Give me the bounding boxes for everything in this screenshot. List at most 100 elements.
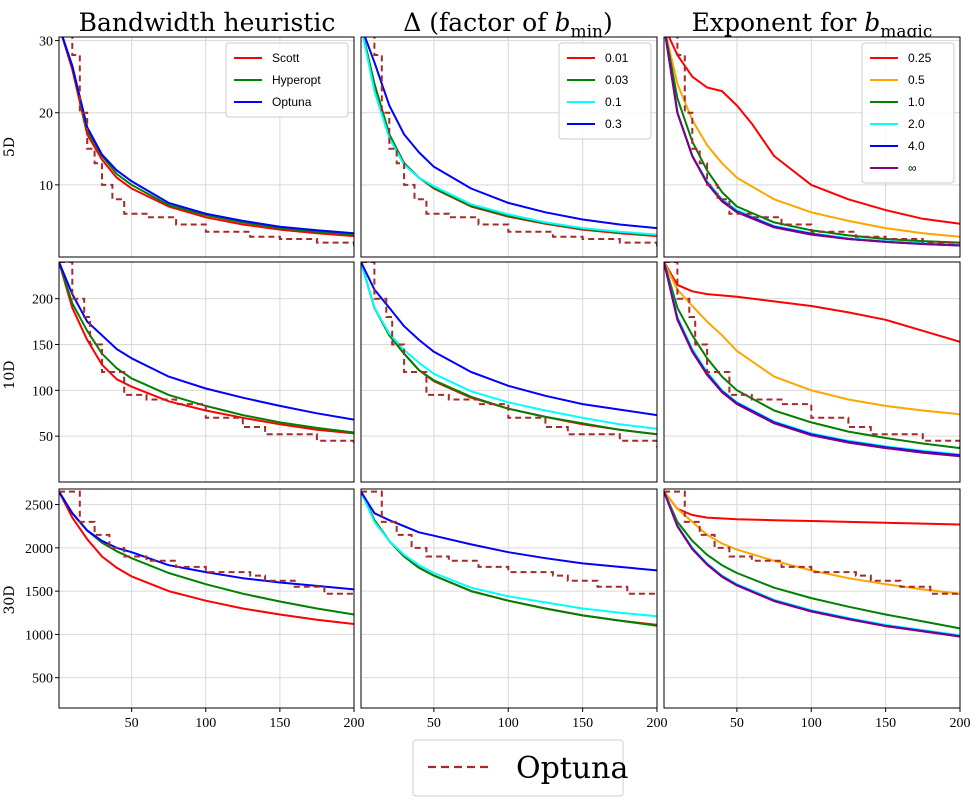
series-group <box>361 490 657 627</box>
reference-line-optuna <box>59 490 354 595</box>
series-line-0.1 <box>361 262 657 430</box>
series-line-0.25 <box>667 37 960 225</box>
reference-line-optuna <box>664 262 960 448</box>
bottom-legend: Optuna <box>412 739 628 797</box>
legend-label-4.0: 4.0 <box>908 139 925 153</box>
reference-line-optuna <box>361 490 657 595</box>
x-tick-label: 200 <box>950 716 971 731</box>
y-tick-label: 2000 <box>25 542 53 557</box>
series-group <box>59 262 354 448</box>
x-tick-label: 150 <box>269 716 290 731</box>
series-line-Scott <box>59 262 354 435</box>
panel-0-2: 500 1000 1500 2000 2500 50 100 150 200 <box>25 488 365 731</box>
legend-label-Optuna: Optuna <box>272 95 312 109</box>
legend-label-0.1: 0.1 <box>605 95 622 109</box>
series-line-∞ <box>664 491 960 638</box>
series-line-1.0 <box>664 491 960 630</box>
panel-frame <box>58 261 355 483</box>
y-tick-label: 500 <box>32 672 53 687</box>
series-line-0.3 <box>363 37 657 230</box>
column-title-bandwidth: Bandwidth heuristic <box>79 8 336 37</box>
series-line-Hyperopt <box>59 262 354 434</box>
series-line-0.5 <box>664 490 960 595</box>
panel-0-0: 10 20 30 Scott Hyperopt Optuna <box>39 35 355 258</box>
legend-label-0.03: 0.03 <box>605 73 629 87</box>
panel-0-1: 50 100 150 200 <box>32 261 355 483</box>
panel-frame <box>663 488 961 709</box>
panel-1-1 <box>360 261 658 483</box>
legend-label-0.3: 0.3 <box>605 117 622 131</box>
bottom-legend-box <box>412 739 624 797</box>
y-tick-label: 100 <box>32 384 53 399</box>
series-group <box>664 490 960 638</box>
row-label-30d: 30D <box>2 585 18 614</box>
series-line-0.1 <box>361 491 657 618</box>
series-line-1.0 <box>664 262 960 450</box>
series-group <box>361 262 657 448</box>
y-tick-label: 50 <box>39 430 53 445</box>
row-label-10d: 10D <box>2 360 18 389</box>
legend-label-∞: ∞ <box>908 161 917 175</box>
panel-1-2: 50 100 150 200 <box>360 488 668 731</box>
legend-box <box>558 42 652 140</box>
x-tick-label: 150 <box>572 716 593 731</box>
panel-1-0: 0.01 0.03 0.1 0.3 <box>360 36 658 258</box>
reference-line-optuna <box>361 262 657 448</box>
series-line-0.1 <box>362 37 657 236</box>
legend-label-0.5: 0.5 <box>908 73 925 87</box>
legend-label-Hyperopt: Hyperopt <box>272 73 321 87</box>
bottom-legend-label: Optuna <box>516 751 628 786</box>
legend-label-Scott: Scott <box>272 51 300 65</box>
series-line-0.25 <box>664 262 960 343</box>
series-line-∞ <box>664 37 960 247</box>
y-tick-label: 1500 <box>25 585 53 600</box>
series-line-0.5 <box>664 262 960 416</box>
legend-box <box>861 42 955 184</box>
y-tick-label: 30 <box>39 35 53 50</box>
x-tick-label: 100 <box>195 716 216 731</box>
x-tick-label: 100 <box>498 716 519 731</box>
reference-line-optuna <box>71 37 354 247</box>
x-tick-label: 200 <box>647 716 668 731</box>
series-line-Optuna <box>59 491 354 591</box>
panel-grid: 10 20 30 Scott Hyperopt Optuna 50 100 150 200 500 1… <box>25 35 971 731</box>
x-tick-label: 100 <box>801 716 822 731</box>
series-group <box>61 37 354 247</box>
series-line-0.3 <box>361 262 657 417</box>
panel-2-0: 0.25 0.5 1.0 2.0 4.0 ∞ <box>663 36 961 258</box>
series-group <box>59 490 354 625</box>
legend-label-2.0: 2.0 <box>908 117 925 131</box>
legend-box <box>225 42 349 118</box>
reference-line-optuna <box>664 490 960 595</box>
x-tick-label: 50 <box>427 716 441 731</box>
legend-label-1.0: 1.0 <box>908 95 925 109</box>
reference-line-optuna <box>676 37 960 247</box>
legend-label-0.25: 0.25 <box>908 51 932 65</box>
series-line-0.25 <box>664 490 960 526</box>
y-tick-label: 200 <box>32 293 53 308</box>
x-tick-label: 50 <box>125 716 139 731</box>
panel-background <box>361 489 657 708</box>
series-group <box>664 37 960 247</box>
series-line-Optuna <box>61 37 354 235</box>
panel-frame <box>360 261 658 483</box>
panel-background <box>59 489 354 708</box>
series-group <box>664 262 960 458</box>
reference-line-optuna <box>59 262 354 448</box>
panel-frame <box>58 488 355 709</box>
panel-frame <box>663 261 961 483</box>
series-line-0.5 <box>665 37 960 238</box>
y-tick-label: 20 <box>39 107 53 122</box>
series-line-∞ <box>664 262 960 458</box>
x-tick-label: 150 <box>875 716 896 731</box>
legend-label-0.01: 0.01 <box>605 51 629 65</box>
panel-frame <box>360 36 658 258</box>
panel-frame <box>663 36 961 258</box>
row-label-5d: 5D <box>2 137 18 157</box>
x-tick-label: 50 <box>730 716 744 731</box>
reference-line-optuna <box>373 37 657 247</box>
y-tick-label: 10 <box>39 179 53 194</box>
series-line-0.3 <box>361 491 657 572</box>
y-tick-label: 150 <box>32 339 53 354</box>
